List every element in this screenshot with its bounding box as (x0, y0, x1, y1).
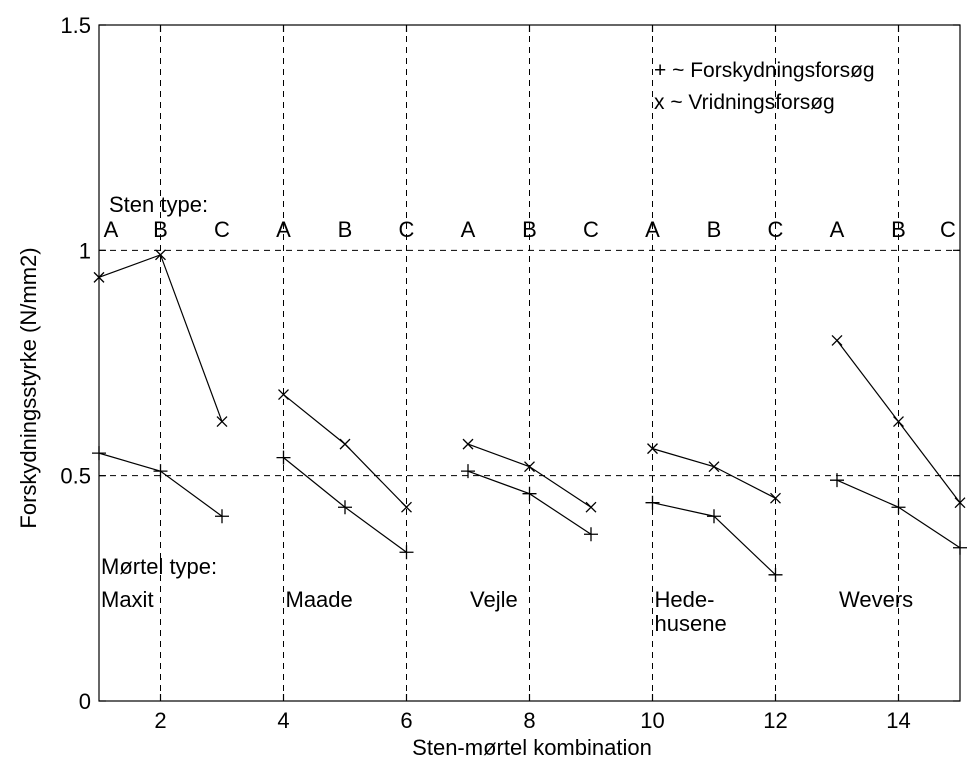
data-point-x (155, 249, 166, 261)
data-point-plus (584, 527, 598, 542)
sten-type-label: A (104, 217, 119, 242)
sten-type-label: B (153, 217, 168, 242)
series-line-x (283, 394, 407, 508)
mortel-type-label: Maade (286, 587, 353, 612)
y-tick-label: 0.5 (60, 464, 91, 489)
y-tick-label: 1 (79, 238, 91, 263)
data-point-x (524, 461, 535, 473)
sten-type-label: C (940, 217, 956, 242)
sten-type-label: C (768, 217, 784, 242)
x-tick-label: 12 (763, 708, 787, 733)
data-point-plus (645, 495, 660, 510)
sten-type-label: B (338, 217, 353, 242)
sten-type-label: A (830, 217, 845, 242)
data-point-x (770, 492, 781, 504)
x-tick-label: 6 (400, 708, 412, 733)
data-point-x (339, 438, 351, 450)
series-line-x (652, 448, 776, 499)
series-line-plus (98, 452, 223, 517)
data-point-plus (399, 545, 414, 560)
data-point-plus (276, 450, 291, 465)
mortel-type-title: Mørtel type: (101, 554, 217, 579)
data-point-plus (522, 486, 537, 501)
mortel-type-label: Wevers (839, 587, 913, 612)
legend-entry-torsion: x ~ Vridningsforsøg (654, 91, 835, 114)
mortel-type-label: Hede- (655, 587, 715, 612)
y-tick-label: 0 (79, 689, 91, 714)
sten-type-label: C (583, 217, 599, 242)
x-tick-label: 10 (640, 708, 664, 733)
data-point-plus (461, 464, 475, 479)
data-point-plus (153, 464, 168, 479)
data-point-plus (830, 473, 844, 488)
data-point-x (647, 443, 658, 455)
data-point-x (401, 501, 412, 513)
sten-type-label: B (707, 217, 722, 242)
sten-type-label: A (461, 217, 476, 242)
data-point-x (585, 501, 597, 513)
data-point-x (708, 461, 720, 473)
sten-type-label: A (276, 217, 291, 242)
legend: + ~ Forskydningsforsøg x ~ Vridningsfors… (654, 59, 875, 114)
y-tick-label: 1.5 (60, 13, 91, 38)
data-point-x (893, 416, 904, 428)
data-point-plus (215, 509, 229, 524)
sten-type-label: B (522, 217, 537, 242)
data-point-x (216, 416, 228, 428)
series-layer (92, 249, 967, 582)
mortel-type-label: Vejle (470, 587, 518, 612)
sten-type-label: B (891, 217, 906, 242)
data-point-plus (338, 500, 352, 515)
mortel-type-label: husene (655, 611, 727, 636)
mortel-type-label: Maxit (101, 587, 154, 612)
axis-layer: 2 4 6 8 10 12 14 0 0.5 1 1.5 (60, 13, 960, 733)
x-tick-label: 4 (277, 708, 289, 733)
data-point-plus (707, 509, 721, 524)
legend-entry-shear: + ~ Forskydningsforsøg (654, 59, 875, 82)
x-tick-label: 8 (523, 708, 535, 733)
x-tick-label: 2 (154, 708, 166, 733)
data-point-x (462, 438, 474, 450)
sten-type-title: Sten type: (109, 192, 208, 217)
grid-layer (99, 24, 960, 701)
sten-type-label: A (645, 217, 660, 242)
data-point-plus (891, 500, 906, 515)
sten-type-label: C (399, 217, 415, 242)
data-point-plus (768, 567, 783, 582)
data-point-x (831, 335, 843, 346)
y-axis-title: Forskydningsstyrke (N/mm2) (16, 247, 41, 528)
data-point-x (278, 389, 289, 401)
x-axis-title: Sten-mørtel kombination (412, 735, 652, 760)
x-tick-label: 14 (886, 708, 910, 733)
sten-type-label: C (214, 217, 230, 242)
